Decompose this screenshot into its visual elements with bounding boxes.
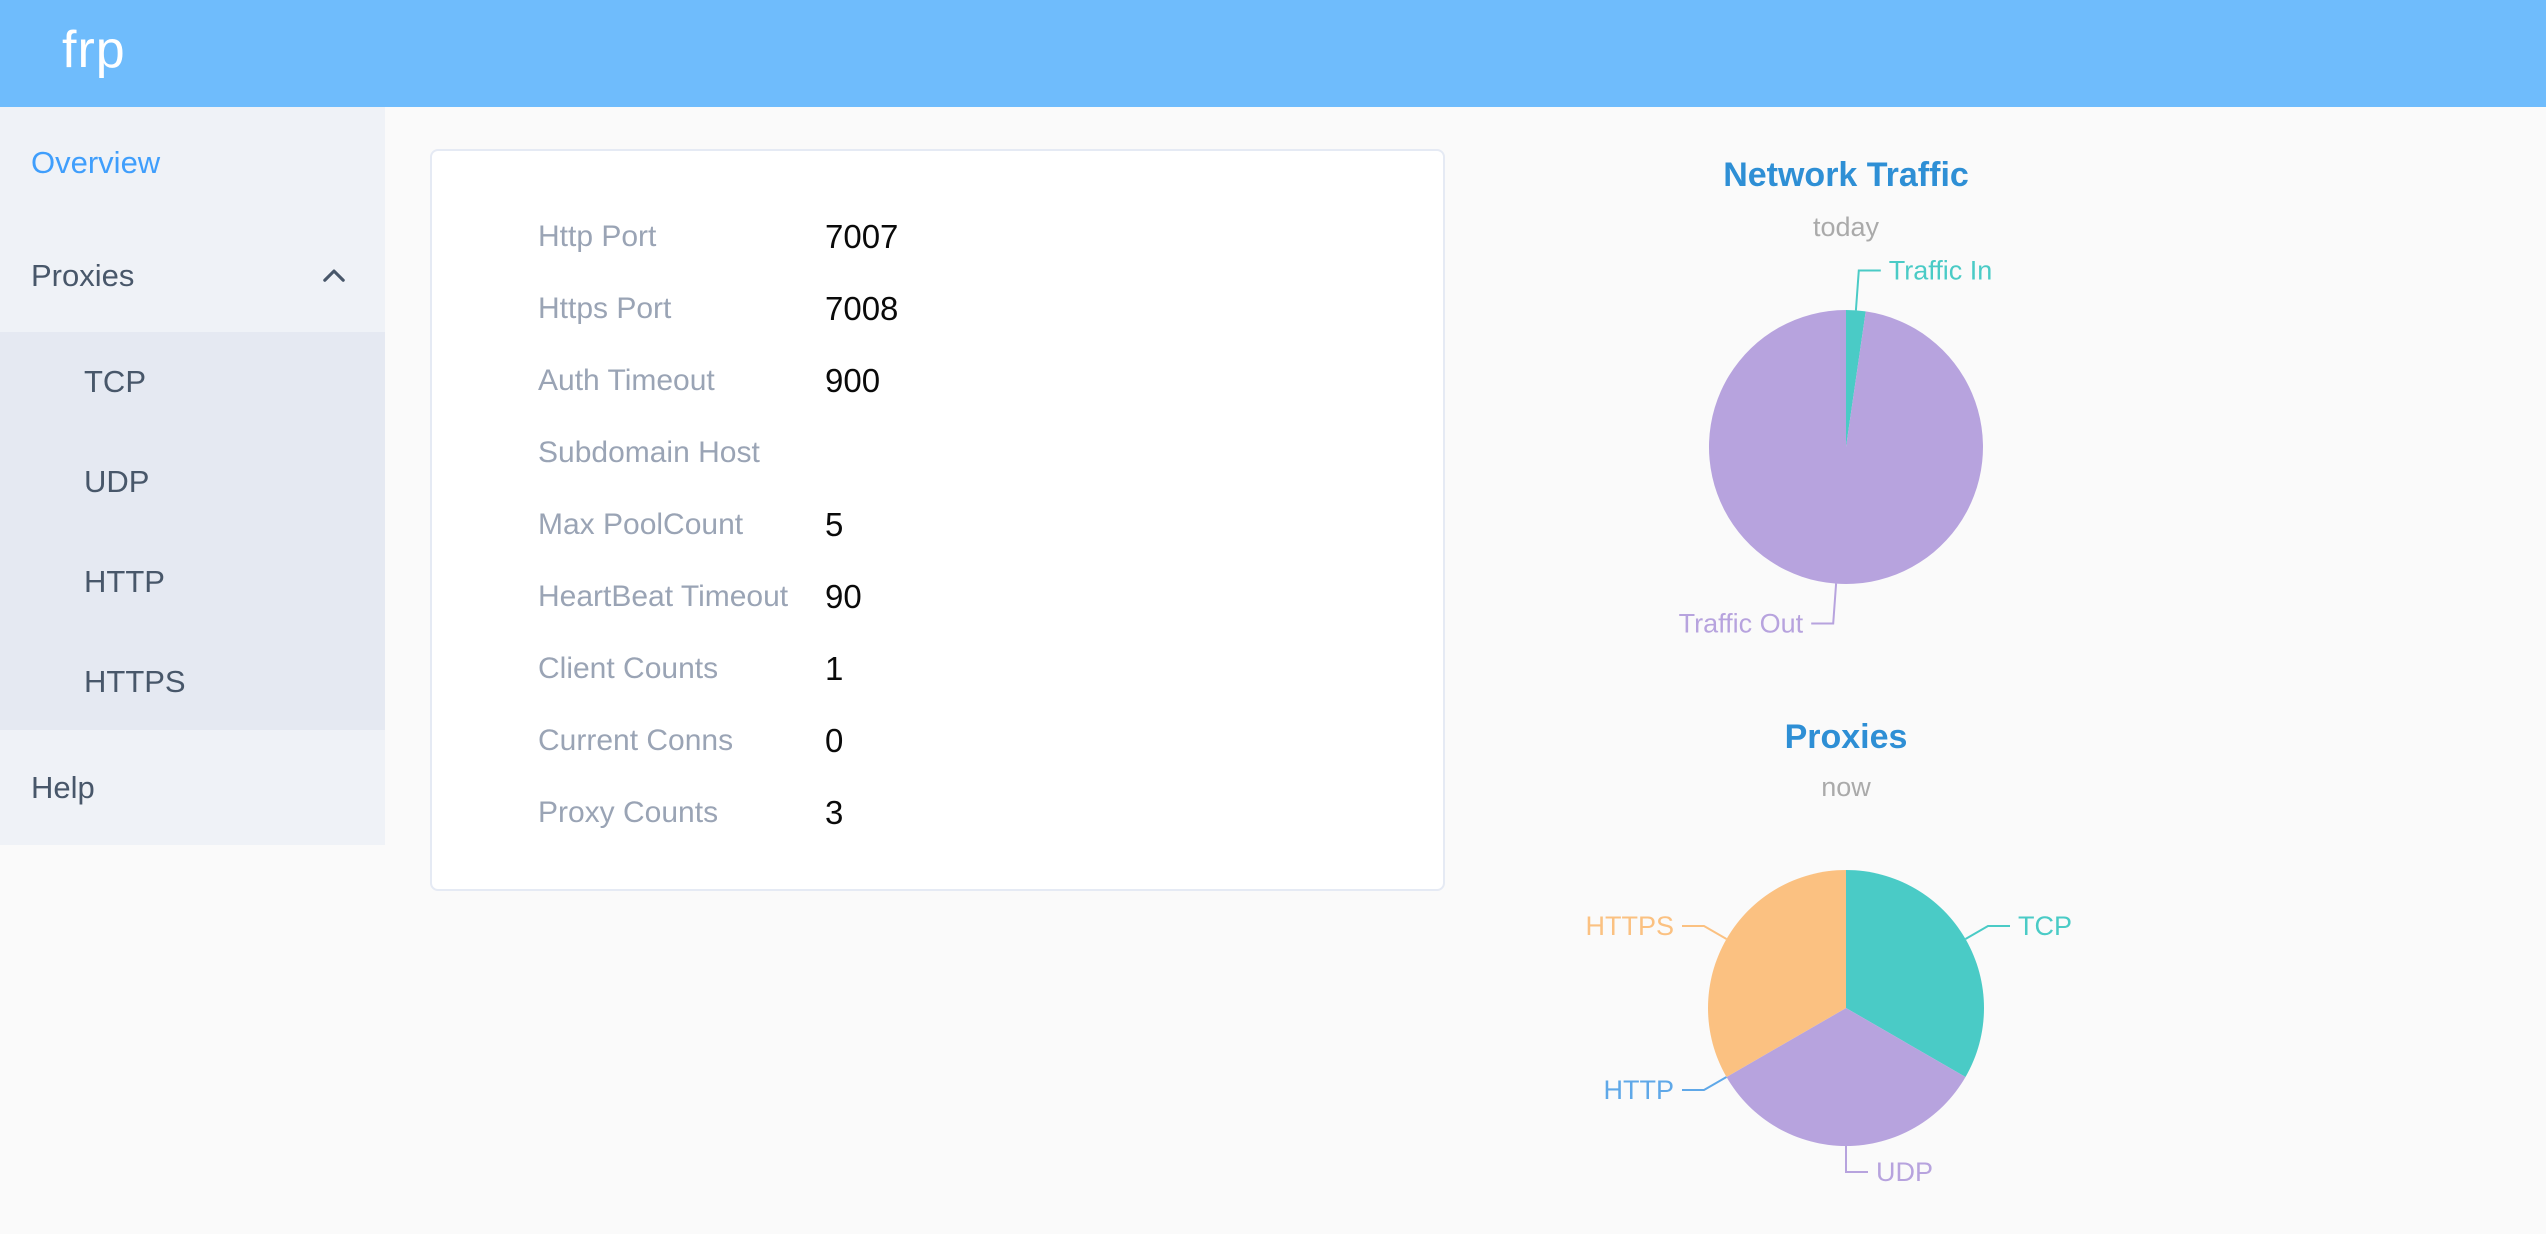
sidebar-item-label: HTTP — [84, 564, 165, 599]
info-label: Auth Timeout — [538, 364, 715, 397]
chart-title: Network Traffic — [1723, 156, 1969, 194]
info-value: 7008 — [825, 290, 899, 327]
info-label: Https Port — [538, 292, 672, 325]
info-label: Http Port — [538, 220, 657, 253]
pie-slice-tcp[interactable] — [1846, 870, 1984, 1077]
info-label: Proxy Counts — [538, 796, 719, 829]
info-row: Subdomain Host — [432, 417, 1443, 489]
info-value: 1 — [825, 650, 844, 687]
pie-label-tcp: TCP — [2018, 911, 2072, 941]
pie-leader-line — [1854, 269, 1881, 311]
sidebar-item-http[interactable]: HTTP — [0, 532, 385, 632]
server-info-rows: Http Port 7007 Https Port 7008 Auth Timeout 9… — [432, 201, 1443, 849]
sidebar: Overview Proxies TCP UDP HTTP HTTPS Help — [0, 107, 385, 845]
pie-label-http: HTTP — [1604, 1075, 1675, 1105]
info-row: HeartBeat Timeout 90 — [432, 561, 1443, 633]
server-info-card: Http Port 7007 Https Port 7008 Auth Timeout 9… — [430, 149, 1445, 891]
info-value: 0 — [825, 722, 844, 759]
network-traffic-pie[interactable]: Traffic In Traffic Out — [1496, 140, 2196, 680]
info-row: Http Port 7007 — [432, 201, 1443, 273]
pie-label-traffic-out: Traffic Out — [1679, 609, 1804, 639]
proxies-submenu: TCP UDP HTTP HTTPS — [0, 332, 385, 730]
info-row: Current Conns 0 — [432, 705, 1443, 777]
sidebar-item-label: UDP — [84, 464, 150, 499]
proxies-pie[interactable]: TCP UDP HTTP HTTPS — [1496, 700, 2196, 1234]
pie-label-https: HTTPS — [1585, 911, 1674, 941]
pie-leader-line — [1682, 925, 1728, 940]
proxies-chart: Proxies now TCP UDP HTTP HTTPS — [1496, 700, 2196, 1234]
pie-leader-line — [1682, 1076, 1728, 1091]
sidebar-item-label: Help — [31, 769, 95, 805]
frp-logo: frp — [62, 21, 126, 79]
app-header: frp — [0, 0, 2546, 107]
sidebar-item-udp[interactable]: UDP — [0, 432, 385, 532]
sidebar-item-label: TCP — [84, 364, 146, 399]
info-row: Max PoolCount 5 — [432, 489, 1443, 561]
sidebar-item-overview[interactable]: Overview — [0, 107, 385, 219]
sidebar-item-help[interactable]: Help — [0, 730, 385, 845]
info-value: 3 — [825, 794, 844, 831]
sidebar-item-proxies[interactable]: Proxies — [0, 219, 385, 332]
pie-leader-line — [1964, 925, 2010, 940]
chevron-up-icon[interactable] — [317, 259, 351, 293]
info-value: 7007 — [825, 218, 899, 255]
sidebar-item-label: HTTPS — [84, 664, 186, 699]
pie-leader-line — [1811, 583, 1838, 625]
pie-leader-line — [1845, 1146, 1868, 1173]
pie-label-traffic-in: Traffic In — [1889, 256, 1993, 286]
sidebar-item-tcp[interactable]: TCP — [0, 332, 385, 432]
pie-slice-traffic-in[interactable] — [1846, 310, 1866, 447]
chart-subtitle: now — [1821, 772, 1871, 802]
info-row: Proxy Counts 3 — [432, 777, 1443, 849]
info-row: Https Port 7008 — [432, 273, 1443, 345]
sidebar-item-https[interactable]: HTTPS — [0, 632, 385, 732]
info-row: Client Counts 1 — [432, 633, 1443, 705]
info-value: 90 — [825, 578, 862, 615]
info-label: HeartBeat Timeout — [538, 580, 789, 613]
info-label: Current Conns — [538, 724, 734, 757]
info-row: Auth Timeout 900 — [432, 345, 1443, 417]
info-value: 900 — [825, 362, 881, 399]
pie-slice-https[interactable] — [1708, 870, 1846, 1077]
sidebar-item-label: Overview — [31, 145, 161, 180]
info-label: Client Counts — [538, 652, 719, 685]
pie-label-udp: UDP — [1876, 1157, 1933, 1187]
network-traffic-chart: Network Traffic today Traffic In Traffic … — [1496, 140, 2196, 680]
pie-slice-udp[interactable] — [1726, 1008, 1966, 1146]
pie-slice-traffic-out[interactable] — [1708, 310, 1983, 584]
chart-title: Proxies — [1784, 718, 1908, 756]
chart-subtitle: today — [1812, 212, 1880, 242]
sidebar-item-label: Proxies — [31, 257, 135, 293]
info-label: Subdomain Host — [538, 436, 760, 469]
info-value: 5 — [825, 506, 844, 543]
info-label: Max PoolCount — [538, 508, 744, 541]
